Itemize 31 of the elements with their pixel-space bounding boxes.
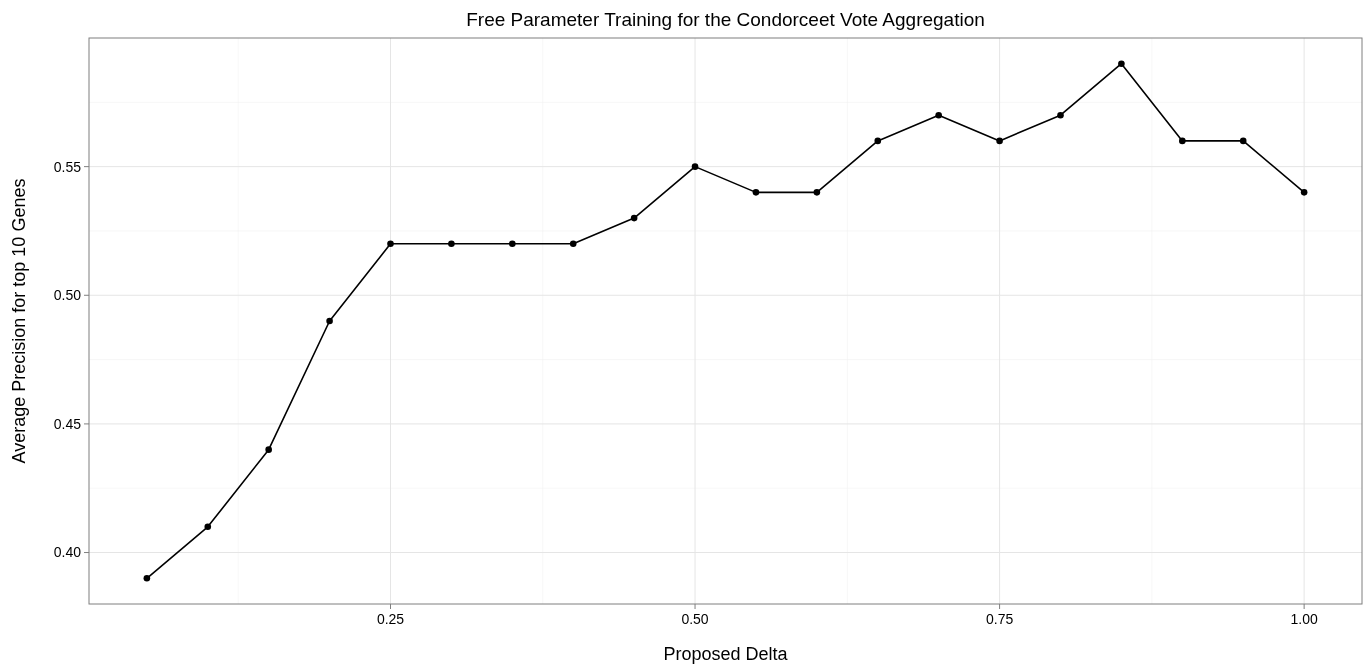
point <box>1118 60 1125 68</box>
chart-title: Free Parameter Training for the Condorceet Vote Aggregation <box>466 9 985 30</box>
point <box>1300 189 1308 196</box>
point <box>874 137 882 145</box>
y-tick-label: 0.50 <box>53 287 82 304</box>
point <box>691 163 699 170</box>
point <box>1239 137 1247 145</box>
point <box>996 137 1003 145</box>
point <box>935 111 942 119</box>
y-tick-label: 0.40 <box>53 544 82 561</box>
y-tick-label: 0.45 <box>53 415 82 432</box>
point <box>569 240 577 248</box>
x-tick-label: 0.75 <box>985 611 1014 627</box>
point <box>630 214 638 222</box>
x-tick-label: 1.00 <box>1290 611 1318 627</box>
point <box>387 240 394 248</box>
x-axis-title: Proposed Delta <box>663 644 789 664</box>
point <box>1057 111 1064 119</box>
point <box>1179 137 1186 145</box>
point <box>813 189 821 196</box>
point <box>326 317 333 325</box>
x-tick-label: 0.50 <box>681 611 709 627</box>
point <box>448 240 455 248</box>
point <box>204 523 212 531</box>
x-tick-label: 0.25 <box>376 611 405 627</box>
point <box>509 240 516 248</box>
point <box>143 574 151 582</box>
y-axis-title: Average Precision for top 10 Genes <box>9 178 29 464</box>
point <box>265 446 272 453</box>
point <box>752 189 760 196</box>
y-tick-label: 0.55 <box>53 158 82 175</box>
